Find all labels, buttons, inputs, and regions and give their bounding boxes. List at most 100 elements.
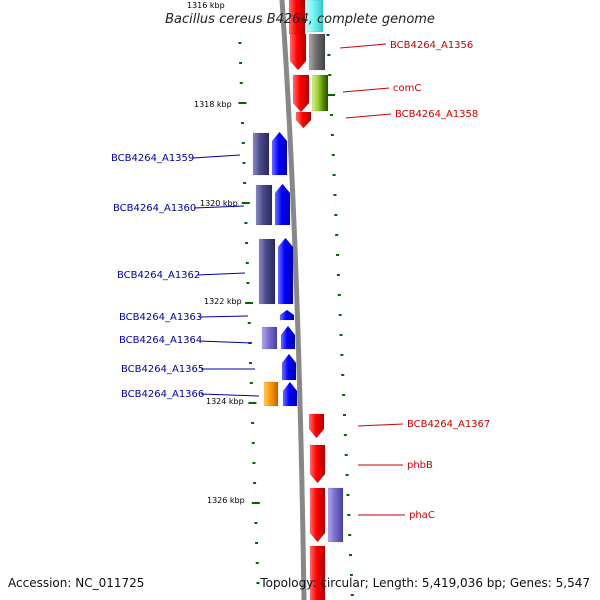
label-a1366-leader <box>200 393 260 397</box>
tick-mark <box>251 502 260 504</box>
genome-backbone <box>279 0 307 600</box>
gene-arrow-phac <box>309 487 326 543</box>
label-a1363-leader <box>198 315 249 318</box>
tick-mark <box>348 534 352 536</box>
tick-mark <box>239 82 243 84</box>
scale-label-1322: 1322 kbp <box>204 297 242 306</box>
cog-box-a1360 <box>255 184 273 226</box>
tick-mark <box>342 414 346 416</box>
tick-mark <box>339 334 343 336</box>
gene-features <box>252 0 344 600</box>
gene-labels: BCB4264_A1356 comC BCB4264_A1358 BCB4264_A1… <box>111 40 490 521</box>
tick-mark <box>328 74 332 76</box>
tick-mark <box>346 494 350 496</box>
tick-mark <box>241 142 245 144</box>
label-a1356-leader <box>339 43 387 49</box>
tick-mark <box>249 362 253 364</box>
tick-mark <box>241 122 245 124</box>
label-a1367-leader <box>357 423 404 427</box>
tick-mark <box>238 102 247 104</box>
tick-mark <box>326 34 330 36</box>
label-a1367: BCB4264_A1367 <box>407 419 490 430</box>
gene-arrow-a1364 <box>280 325 296 350</box>
tick-mark <box>241 202 250 204</box>
gene-arrow-a1358 <box>295 111 312 129</box>
tick-mark <box>331 154 335 156</box>
tick-mark <box>327 94 336 96</box>
tick-mark <box>337 294 341 296</box>
tick-mark <box>255 562 259 564</box>
label-comc-leader <box>342 87 390 93</box>
tick-mark <box>347 514 351 516</box>
tick-mark <box>251 422 255 424</box>
scale-label-1324: 1324 kbp <box>206 397 244 406</box>
tick-mark <box>251 442 255 444</box>
label-a1362: BCB4264_A1362 <box>117 270 200 281</box>
tick-mark <box>343 434 347 436</box>
tick-mark <box>340 354 344 356</box>
cog-box-a1359 <box>252 132 270 176</box>
cog-box-a1366 <box>263 381 279 407</box>
tick-mark <box>327 54 331 56</box>
gene-arrow-a1356 <box>289 33 307 71</box>
tick-mark <box>254 522 258 524</box>
tick-mark <box>249 382 253 384</box>
label-a1363: BCB4264_A1363 <box>119 312 202 323</box>
gene-arrow-phbb <box>309 444 326 484</box>
label-phac: phaC <box>409 510 435 521</box>
tick-mark <box>350 594 354 596</box>
label-a1366: BCB4264_A1366 <box>121 389 204 400</box>
cog-box-phac <box>327 487 344 543</box>
gene-arrow-a1362 <box>277 237 294 305</box>
tick-mark <box>349 574 353 576</box>
label-a1358: BCB4264_A1358 <box>395 109 478 120</box>
label-a1359-leader <box>192 154 241 159</box>
label-a1360-leader <box>193 205 245 209</box>
label-phbb: phbB <box>407 460 433 471</box>
label-a1356: BCB4264_A1356 <box>390 40 473 51</box>
label-a1362-leader <box>196 272 246 276</box>
tick-mark <box>329 114 333 116</box>
tick-mark <box>255 542 259 544</box>
gene-arrow-comc <box>292 74 310 113</box>
gene-arrow-a1363 <box>279 309 295 321</box>
tick-mark <box>342 394 346 396</box>
cog-box-a1364 <box>261 326 278 350</box>
label-comc: comC <box>393 83 421 94</box>
map-title: Bacillus cereus B4264, complete genome <box>165 12 435 27</box>
cog-box-a1356 <box>308 33 326 71</box>
gene-arrow-bottom <box>309 545 326 600</box>
label-a1360: BCB4264_A1360 <box>113 203 196 214</box>
tick-mark <box>244 222 248 224</box>
tick-mark <box>336 254 340 256</box>
tick-mark <box>349 554 353 556</box>
tick-mark <box>335 234 339 236</box>
gene-arrow-a1365 <box>281 353 297 381</box>
tick-mark <box>332 174 336 176</box>
tick-mark <box>341 374 345 376</box>
label-a1364: BCB4264_A1364 <box>119 335 202 346</box>
cog-box-comc <box>311 74 329 112</box>
tick-mark <box>333 194 337 196</box>
accession-text: Accession: NC_011725 <box>8 576 145 590</box>
tick-mark <box>256 582 260 584</box>
label-a1364-leader <box>198 340 253 344</box>
tick-mark <box>330 134 334 136</box>
cog-box-cyan <box>306 0 324 33</box>
gene-arrow-a1360 <box>274 183 291 226</box>
tick-mark <box>345 474 349 476</box>
tick-mark <box>239 62 243 64</box>
scale-label-1316: 1316 kbp <box>187 1 225 10</box>
tick-mark <box>247 322 251 324</box>
tick-mark <box>245 242 249 244</box>
tick-mark <box>344 454 348 456</box>
tick-mark <box>338 314 342 316</box>
tick-mark <box>243 182 247 184</box>
label-a1358-leader <box>345 113 392 119</box>
tick-mark <box>248 402 257 404</box>
scale-label-1318: 1318 kbp <box>194 100 232 109</box>
tick-mark <box>334 214 338 216</box>
scale-label-1320: 1320 kbp <box>200 199 238 208</box>
scale-label-1326: 1326 kbp <box>207 496 245 505</box>
